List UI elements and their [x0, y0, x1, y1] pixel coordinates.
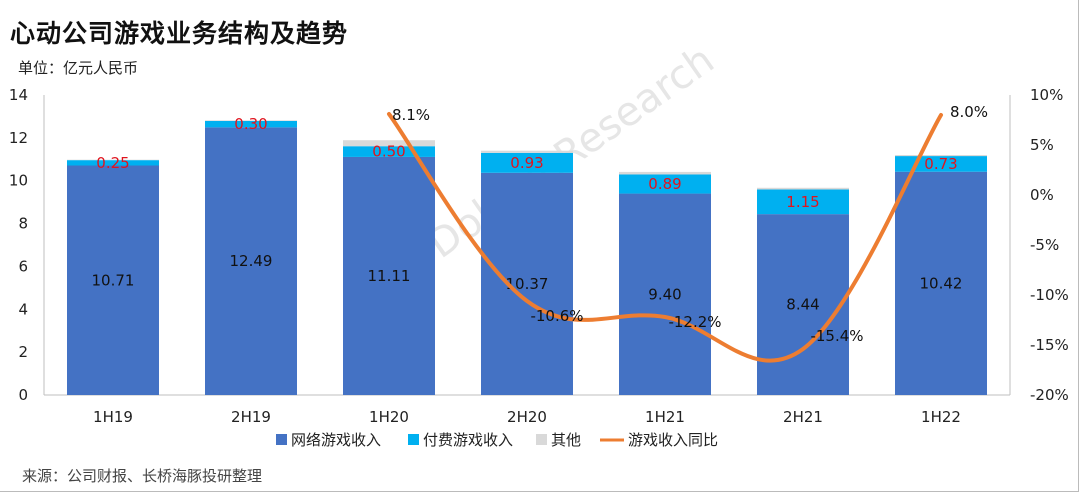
bar-other [481, 150, 573, 153]
bar-paid-games [205, 120, 297, 128]
bar-other [895, 155, 987, 157]
line-data-label: -12.2% [668, 313, 721, 331]
bar-online-games [67, 165, 159, 395]
data-label-online: 8.44 [786, 296, 819, 314]
x-tick-label: 2H21 [783, 408, 823, 426]
line-data-label: 8.1% [392, 106, 430, 124]
y-right-tick-label: -20% [1030, 386, 1069, 404]
data-label-online: 10.42 [920, 274, 963, 292]
y-left-tick-label: 6 [18, 257, 28, 275]
y-left-tick-label: 0 [18, 386, 28, 404]
bar-online-games [619, 193, 711, 395]
data-label-paid: 0.25 [96, 154, 129, 172]
y-left-tick-label: 14 [9, 86, 28, 104]
y-right-tick-label: 0% [1030, 186, 1054, 204]
legend-label: 游戏收入同比 [628, 431, 718, 449]
line-data-label: 8.0% [950, 103, 988, 121]
y-right-tick-label: -10% [1030, 286, 1069, 304]
bar-other [205, 120, 297, 121]
chart-title: 心动公司游戏业务结构及趋势 [10, 19, 349, 48]
legend-label: 其他 [551, 431, 581, 449]
x-tick-label: 2H20 [507, 408, 547, 426]
line-data-label: -15.4% [810, 327, 863, 345]
y-right-tick-label: -5% [1030, 236, 1059, 254]
legend-label: 付费游戏收入 [423, 431, 513, 449]
data-label-online: 10.37 [506, 275, 549, 293]
unit-label: 单位：亿元人民币 [18, 59, 139, 77]
bar-paid-games [481, 152, 573, 173]
legend-swatch [536, 434, 547, 445]
y-left-tick-label: 4 [18, 300, 28, 318]
x-tick-label: 2H19 [231, 408, 271, 426]
data-label-paid: 0.89 [648, 175, 681, 193]
data-label-paid: 0.73 [924, 155, 957, 173]
y-left-tick-label: 10 [9, 172, 28, 190]
bar-online-games [895, 171, 987, 395]
y-right-tick-label: 10% [1030, 86, 1063, 104]
bar-paid-games [757, 189, 849, 215]
x-tick-label: 1H21 [645, 408, 685, 426]
y-left-tick-label: 12 [9, 129, 28, 147]
bar-online-games [343, 156, 435, 395]
bar-paid-games [343, 146, 435, 157]
y-right-tick-label: -15% [1030, 336, 1069, 354]
line-data-label: -10.6% [530, 307, 583, 325]
bar-paid-games [67, 160, 159, 166]
legend-swatch [408, 434, 419, 445]
bar-online-games [205, 127, 297, 395]
data-label-paid: 0.93 [510, 154, 543, 172]
y-left-tick-label: 8 [18, 215, 28, 233]
data-label-paid: 0.30 [234, 115, 267, 133]
data-label-online: 9.40 [648, 285, 681, 303]
bar-other [619, 171, 711, 175]
bar-online-games [757, 214, 849, 395]
x-tick-label: 1H22 [921, 408, 961, 426]
data-label-online: 10.71 [92, 271, 135, 289]
data-label-paid: 1.15 [786, 193, 819, 211]
legend-swatch [276, 434, 287, 445]
bar-other [343, 140, 435, 147]
bar-online-games [481, 172, 573, 395]
x-tick-label: 1H20 [369, 408, 409, 426]
line-yoy-growth [387, 112, 943, 363]
data-label-paid: 0.50 [372, 143, 405, 161]
y-left-tick-label: 2 [18, 343, 28, 361]
source-note: 来源：公司财报、长桥海豚投研整理 [22, 467, 263, 485]
legend-label: 网络游戏收入 [291, 431, 381, 449]
bar-paid-games [619, 174, 711, 194]
x-tick-label: 1H19 [93, 408, 133, 426]
data-label-online: 11.11 [368, 267, 411, 285]
bar-other [757, 187, 849, 190]
data-label-online: 12.49 [230, 252, 273, 270]
y-right-tick-label: 5% [1030, 136, 1054, 154]
